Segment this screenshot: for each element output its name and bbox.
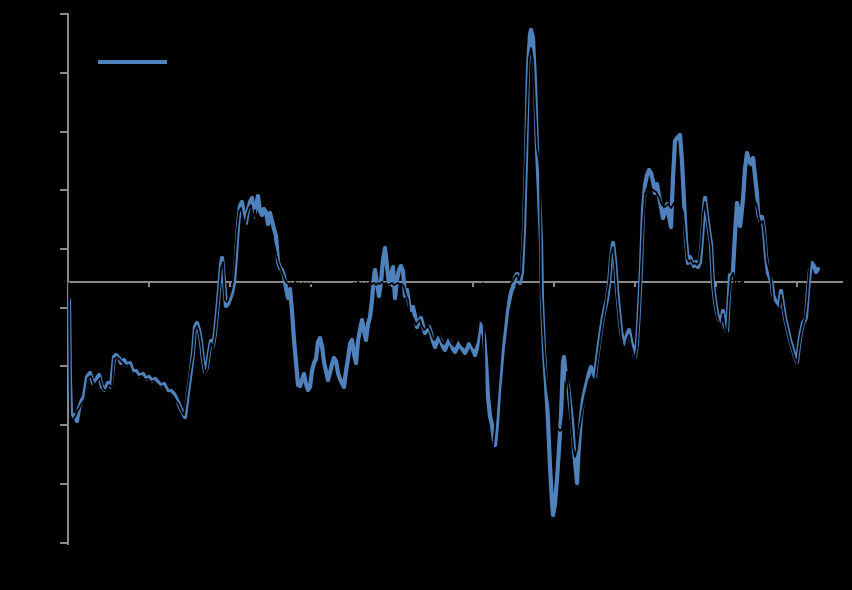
blue-series-path bbox=[66, 27, 821, 518]
black-series-path bbox=[68, 47, 820, 458]
